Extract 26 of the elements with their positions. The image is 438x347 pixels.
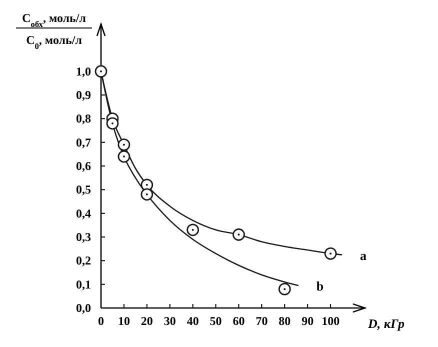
series-label: b <box>316 278 324 294</box>
x-tick-label: 20 <box>140 314 153 328</box>
y-tick-label: 0,5 <box>76 182 91 197</box>
x-tick-label: 70 <box>256 314 268 328</box>
y-tick-label: 0,8 <box>76 112 91 126</box>
y-tick-label: 0,0 <box>76 301 91 315</box>
y-tick-label: 1,0 <box>76 64 91 78</box>
x-tick-label: 40 <box>186 314 199 328</box>
series-label: a <box>360 248 368 263</box>
y-tick-label: 0,9 <box>76 88 91 102</box>
y-tick-label: 0,7 <box>76 135 91 150</box>
x-tick-label: 10 <box>118 314 130 328</box>
x-tick-label: 80 <box>278 314 291 328</box>
x-tick-label: 100 <box>322 314 340 328</box>
y-tick-label: 0,2 <box>76 254 91 268</box>
x-tick-label: 90 <box>302 314 314 328</box>
x-tick-label: 50 <box>210 314 222 328</box>
y-tick-label: 0,4 <box>76 206 91 220</box>
y-tick-label: 0,6 <box>76 159 91 173</box>
y-tick-label: 0,1 <box>76 277 91 292</box>
x-tick-label: 30 <box>164 314 176 328</box>
x-tick-label: 60 <box>232 314 245 328</box>
y-axis-title: C$_{обх}$, моль/л C$_{0}$, моль/л <box>22 11 86 50</box>
x-tick-label: 0 <box>98 314 104 328</box>
x-axis-title: D, кГр <box>367 316 405 331</box>
y-tick-label: 0,3 <box>76 230 91 244</box>
